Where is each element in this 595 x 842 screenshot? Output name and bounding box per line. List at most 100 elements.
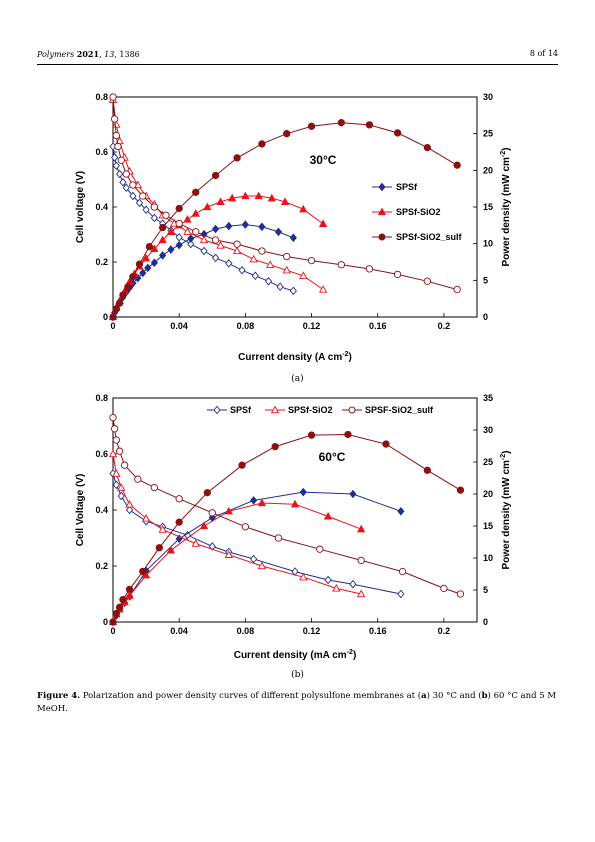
- x-tick-label: 0.16: [369, 626, 387, 636]
- y-left-tick-label: 0: [103, 617, 108, 627]
- data-point: [283, 130, 291, 138]
- data-point: [357, 556, 365, 565]
- data-point: [266, 260, 275, 268]
- data-point: [365, 121, 374, 129]
- data-point: [274, 534, 283, 542]
- data-point: [141, 513, 151, 522]
- series-line: [112, 473, 402, 595]
- data-point: [144, 263, 152, 273]
- data-point: [324, 575, 332, 585]
- x-tick-label: 0: [110, 626, 115, 636]
- data-point: [139, 192, 147, 200]
- data-point: [111, 425, 119, 433]
- legend-label: SPSf: [396, 182, 418, 192]
- data-point: [112, 469, 121, 477]
- legend-entry: SPSf: [372, 182, 418, 192]
- data-point: [135, 198, 144, 208]
- data-point: [456, 486, 465, 494]
- data-point: [158, 235, 167, 244]
- data-point: [211, 236, 220, 244]
- data-point: [108, 449, 118, 458]
- data-point: [109, 93, 117, 101]
- data-point: [117, 483, 126, 491]
- data-point: [125, 499, 134, 508]
- data-point: [227, 193, 237, 202]
- legend-marker: [378, 233, 386, 241]
- data-point: [115, 603, 124, 611]
- x-tick-label: 0.2: [438, 321, 451, 331]
- y-left-tick-label: 0.4: [95, 202, 108, 212]
- data-point: [122, 170, 130, 178]
- caption-text-3: ) 60 °C and 5 M MeOH.: [37, 691, 557, 714]
- data-point: [112, 120, 121, 128]
- data-point: [357, 589, 366, 598]
- data-point: [117, 491, 125, 501]
- y-left-tick-label: 0.4: [95, 505, 108, 515]
- series-spsf-sio2-sulf-left: [109, 413, 465, 598]
- data-point: [307, 122, 316, 130]
- data-point: [125, 585, 134, 594]
- data-point: [119, 595, 127, 604]
- data-point: [280, 197, 290, 206]
- data-point: [142, 205, 150, 215]
- plot-frame: [112, 397, 478, 623]
- data-point: [440, 584, 448, 593]
- y-right-tick-label: 20: [483, 489, 493, 499]
- data-point: [112, 436, 120, 444]
- data-point: [175, 495, 183, 503]
- x-axis-label: Current density (A cm-2): [238, 351, 352, 363]
- data-point: [318, 285, 328, 293]
- x-tick-label: 0.12: [303, 321, 321, 331]
- data-point: [397, 589, 405, 599]
- data-point: [203, 489, 211, 497]
- data-point: [125, 591, 134, 599]
- data-point: [271, 442, 279, 451]
- data-point: [211, 171, 220, 180]
- data-point: [129, 273, 137, 281]
- data-point: [116, 169, 124, 179]
- x-tick-label: 0.2: [438, 626, 451, 636]
- data-point: [289, 286, 297, 296]
- data-point: [192, 228, 200, 236]
- y-left-axis-label: Cell voltage (V): [75, 171, 86, 243]
- series-spsf-sio2-right: [108, 191, 328, 321]
- legend-label: SPSF-SiO2_sulf: [365, 405, 434, 415]
- data-point: [200, 246, 208, 256]
- data-point: [109, 413, 117, 422]
- data-point: [150, 203, 159, 211]
- data-point: [192, 188, 200, 196]
- data-point: [232, 246, 242, 255]
- data-point: [139, 268, 147, 278]
- data-point: [111, 115, 119, 123]
- data-point: [141, 570, 151, 579]
- data-point: [423, 143, 432, 152]
- data-point: [158, 525, 167, 533]
- temperature-annotation: 30°C: [310, 153, 337, 167]
- data-point: [254, 191, 263, 200]
- data-point: [109, 313, 117, 321]
- data-point: [191, 539, 200, 547]
- data-point: [225, 259, 233, 268]
- y-left-tick-label: 0.2: [95, 561, 108, 571]
- data-point: [258, 222, 266, 232]
- data-point: [249, 254, 258, 263]
- data-point: [191, 209, 200, 217]
- data-point: [307, 256, 316, 265]
- data-point: [111, 153, 119, 162]
- journal-name: Polymers: [37, 50, 75, 59]
- data-point: [159, 251, 167, 260]
- legend-marker: [377, 207, 387, 216]
- data-point: [199, 235, 209, 244]
- series-line: [112, 195, 324, 318]
- header-rule: [37, 64, 558, 65]
- data-point: [158, 223, 167, 232]
- data-point: [393, 270, 402, 279]
- data-point: [155, 544, 163, 552]
- data-point: [150, 244, 159, 252]
- data-point: [337, 119, 345, 127]
- y-right-tick-label: 35: [483, 393, 493, 403]
- data-point: [283, 252, 291, 261]
- x-tick-label: 0.08: [237, 626, 255, 636]
- y-left-tick-label: 0.8: [95, 92, 108, 102]
- data-point: [167, 245, 175, 254]
